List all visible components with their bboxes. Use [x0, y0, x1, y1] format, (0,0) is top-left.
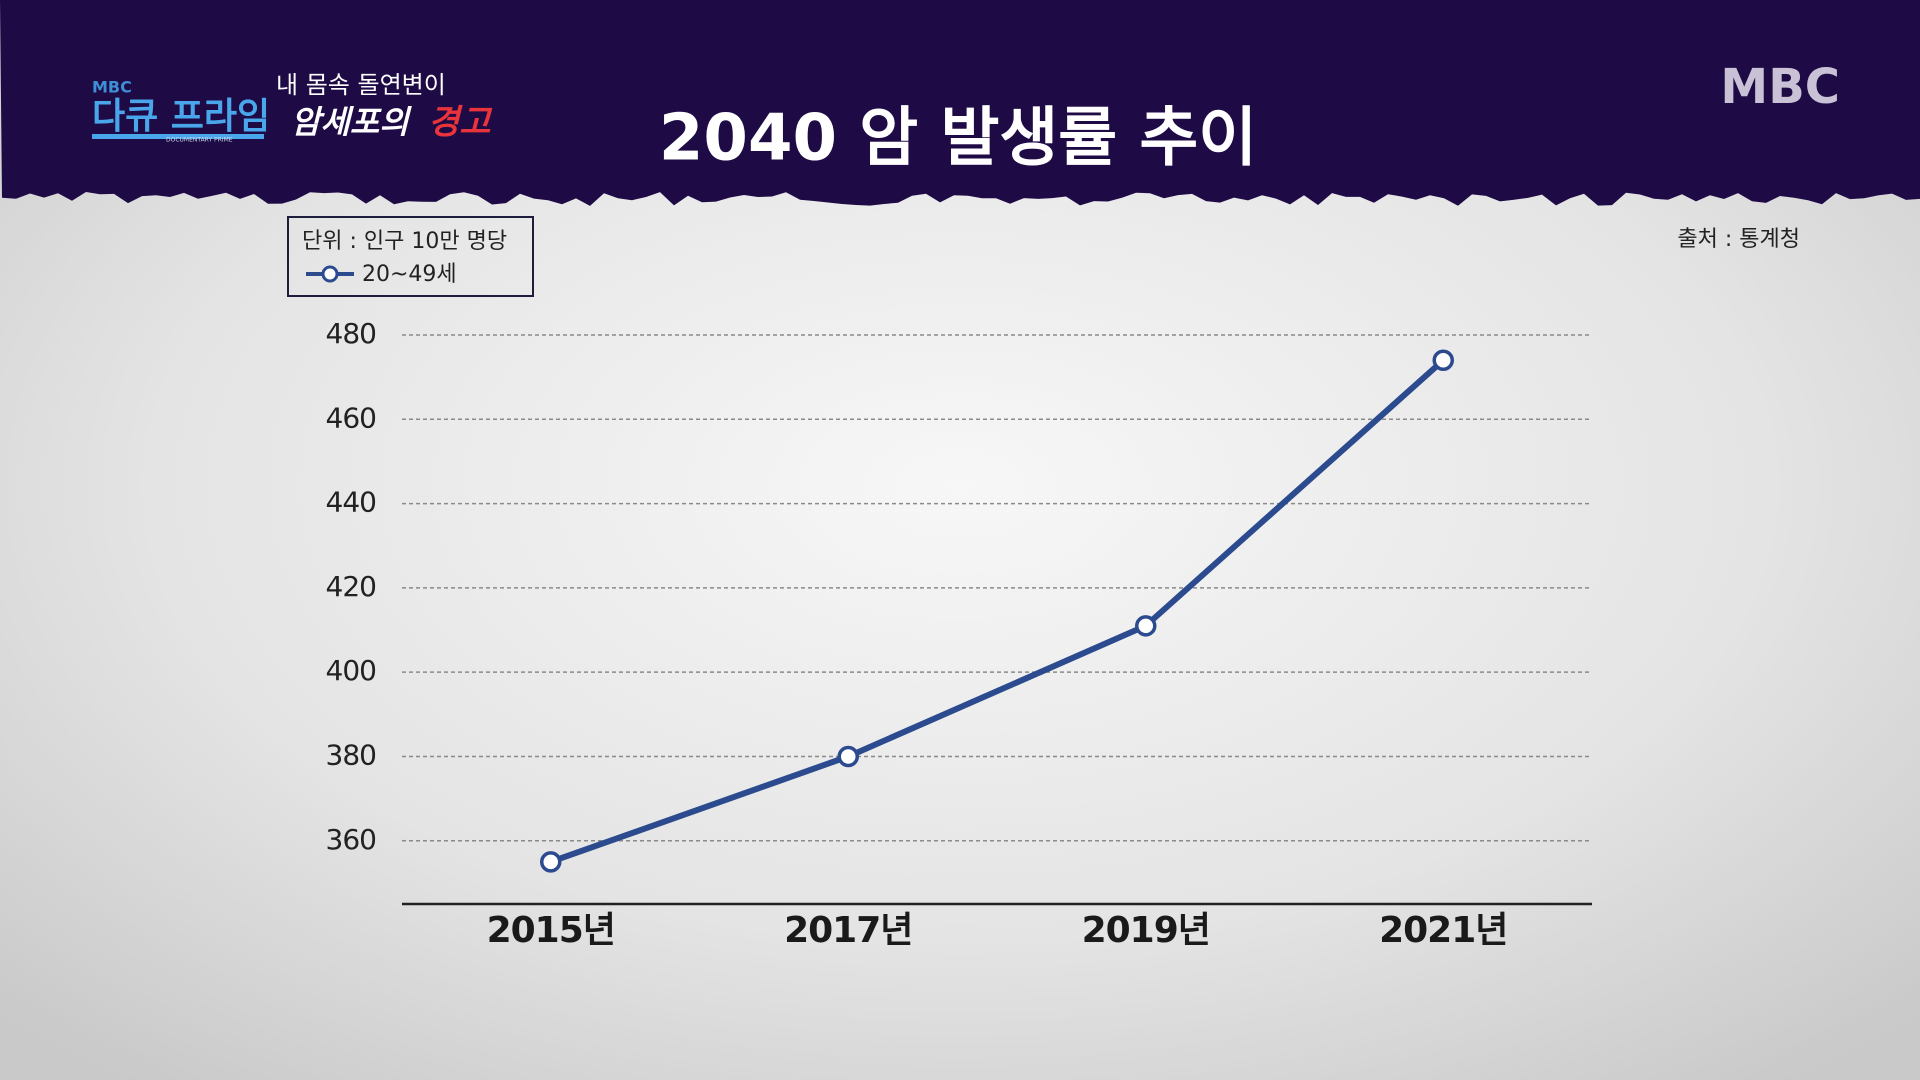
- program-name: 다큐 프라임: [92, 96, 270, 137]
- channel-mini: MBC: [92, 78, 132, 97]
- point-marker: [837, 745, 859, 768]
- mbc-logo: MBC: [1720, 59, 1840, 115]
- y-tick-label: 460: [326, 401, 376, 434]
- legend-label: 20~49세: [362, 262, 457, 287]
- y-tick-label: 480: [326, 317, 376, 350]
- source-note: 출처 : 통계청: [1677, 227, 1800, 252]
- x-tick-label: 2017년: [784, 910, 912, 951]
- y-tick-label: 360: [326, 823, 376, 856]
- header-band: [0, 0, 1920, 206]
- legend-marker: [321, 265, 339, 283]
- unit-note: 단위 : 인구 10만 명당: [302, 229, 507, 254]
- series-line: [549, 358, 1446, 865]
- legend-box: [287, 216, 534, 297]
- program-underline: [92, 134, 264, 139]
- program-en: DOCUMENTARY PRIME: [166, 137, 233, 144]
- chart-title: 2040 암 발생률 추이: [659, 102, 1257, 176]
- point-marker: [1432, 349, 1454, 372]
- x-tick-label: 2019년: [1082, 910, 1210, 951]
- y-tick-label: 420: [326, 570, 376, 603]
- episode-main: 암세포의: [291, 103, 412, 141]
- point-marker: [540, 851, 562, 873]
- episode-top: 내 몸속 돌연변이: [276, 71, 446, 99]
- y-tick-label: 440: [326, 486, 376, 519]
- y-tick-label: 400: [326, 654, 376, 687]
- point-marker: [1135, 615, 1157, 637]
- y-tick-label: 380: [326, 738, 376, 771]
- episode-accent: 경고: [428, 103, 493, 143]
- x-tick-label: 2021년: [1379, 910, 1507, 951]
- x-tick-label: 2015년: [487, 910, 615, 951]
